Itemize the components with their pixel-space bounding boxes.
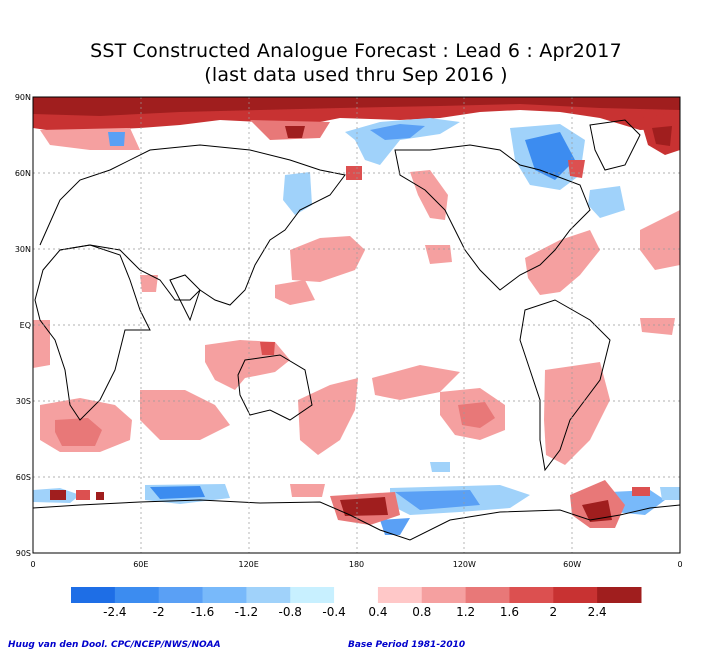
- colorbar-swatch: [71, 587, 116, 603]
- lon-label: 0: [677, 560, 682, 569]
- lat-label: 30S: [16, 397, 31, 406]
- map-subtitle: (last data used thru Sep 2016 ): [204, 64, 508, 86]
- colorbar-label: 0.4: [368, 605, 387, 619]
- colorbar-label: -0.4: [322, 605, 345, 619]
- colorbar-label: -0.8: [279, 605, 302, 619]
- colorbar-label: -1.2: [235, 605, 258, 619]
- colorbar-swatch: [158, 587, 204, 603]
- colorbar-label: 0.8: [412, 605, 431, 619]
- colorbar-swatch: [553, 587, 598, 603]
- colorbar-swatch: [377, 587, 423, 603]
- colorbar-swatch: [421, 587, 467, 603]
- lon-label: 180: [349, 560, 364, 569]
- colorbar-swatch: [114, 587, 160, 603]
- base-period-text: Base Period 1981-2010: [348, 640, 466, 650]
- colorbar: -2.4 -2 -1.6 -1.2 -0.8 -0.4 0.4 0.8 1.2 1.6 2 2.4: [71, 587, 642, 619]
- lon-label: 60E: [133, 560, 148, 569]
- anomaly-shading: [33, 97, 680, 535]
- colorbar-swatch: [334, 587, 379, 603]
- coastlines: [33, 119, 680, 541]
- lat-label: 90N: [15, 93, 31, 102]
- colorbar-label: -2: [153, 605, 165, 619]
- colorbar-swatch: [509, 587, 554, 603]
- colorbar-swatch: [465, 587, 510, 603]
- latitude-labels: 90N 60N 30N EQ 30S 60S 90S: [15, 93, 31, 558]
- colorbar-label: 2.4: [588, 605, 607, 619]
- map-title: SST Constructed Analogue Forecast : Lead…: [90, 40, 622, 62]
- colorbar-label: -2.4: [103, 605, 126, 619]
- lon-label: 60W: [563, 560, 581, 569]
- lon-label: 0: [30, 560, 35, 569]
- colorbar-swatch: [597, 587, 642, 603]
- lon-label: 120W: [453, 560, 476, 569]
- colorbar-label: 2: [549, 605, 557, 619]
- graticule: [33, 97, 680, 553]
- colorbar-swatch: [202, 587, 247, 603]
- longitude-labels: 0 60E 120E 180 120W 60W 0: [30, 560, 682, 569]
- colorbar-swatch: [246, 587, 291, 603]
- map-frame: [32, 96, 681, 554]
- lat-label: 90S: [16, 549, 31, 558]
- colorbar-label: -1.6: [191, 605, 214, 619]
- lat-label: 30N: [15, 245, 31, 254]
- colorbar-swatch: [290, 587, 335, 603]
- colorbar-label: 1.6: [500, 605, 519, 619]
- lon-label: 120E: [239, 560, 259, 569]
- lat-label: 60N: [15, 169, 31, 178]
- credit-text: Huug van den Dool. CPC/NCEP/NWS/NOAA: [8, 640, 221, 650]
- colorbar-label: 1.2: [456, 605, 475, 619]
- lat-label: EQ: [20, 321, 31, 330]
- lat-label: 60S: [16, 473, 31, 482]
